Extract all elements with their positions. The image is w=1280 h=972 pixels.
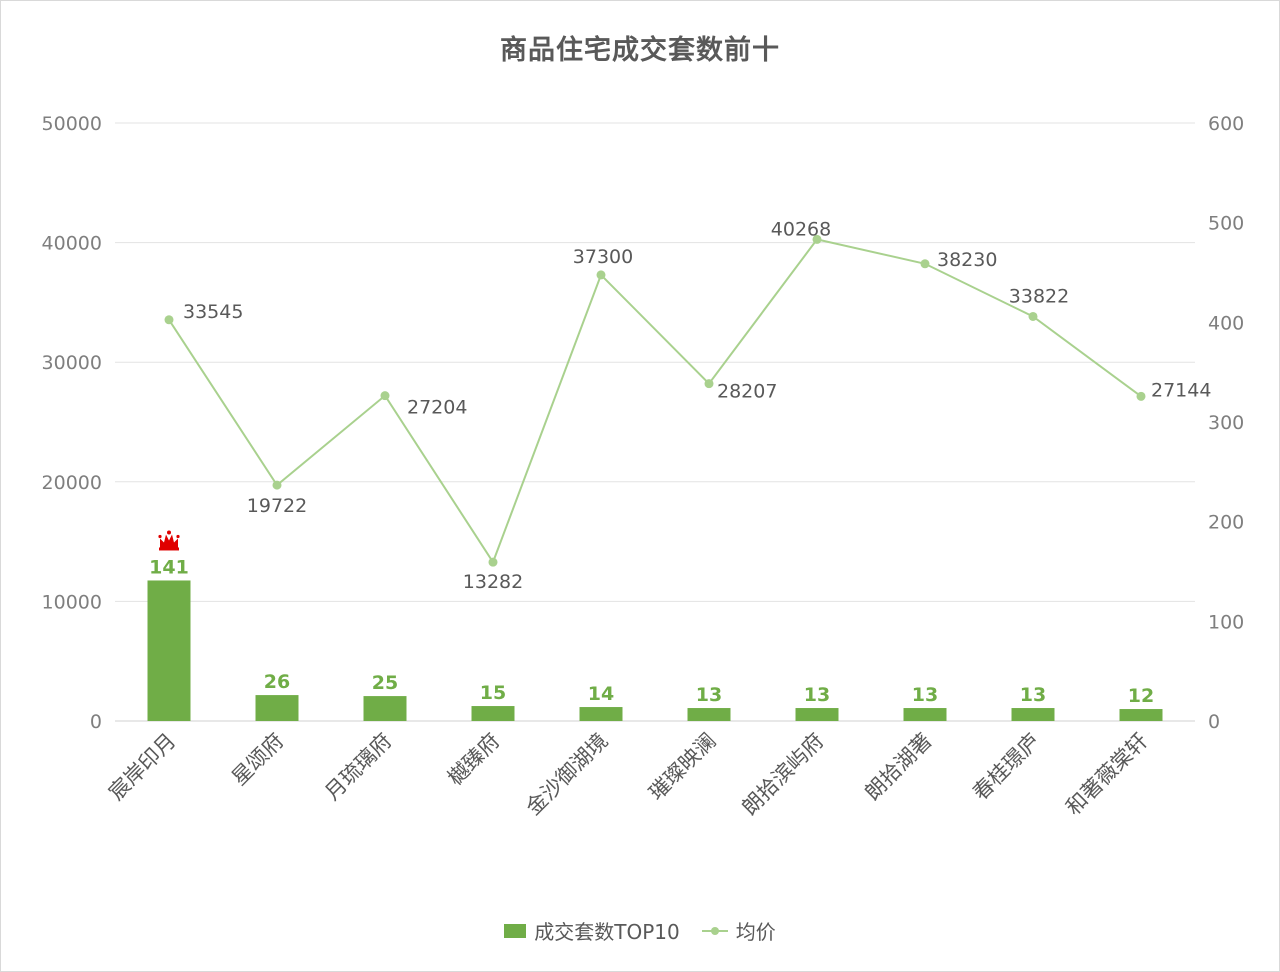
bar xyxy=(471,706,515,721)
legend: 成交套数TOP10 均价 xyxy=(0,916,1280,945)
price-point xyxy=(1136,391,1146,401)
price-point xyxy=(812,234,822,244)
x-category-label: 星颂府 xyxy=(227,729,289,791)
bar-data-label: 13 xyxy=(1020,684,1046,706)
crown-icon xyxy=(158,530,180,551)
bar-data-label: 15 xyxy=(480,682,506,704)
legend-line-swatch xyxy=(701,924,728,938)
bar-data-label: 12 xyxy=(1128,685,1154,707)
bar xyxy=(903,708,947,721)
legend-item-bar: 成交套数TOP10 xyxy=(504,916,680,945)
bar-data-label: 13 xyxy=(912,684,938,706)
price-line xyxy=(168,238,1142,565)
price-data-label: 33822 xyxy=(1009,285,1069,307)
price-data-label: 27204 xyxy=(407,397,467,419)
y-right-tick-label: 600 xyxy=(1208,113,1244,135)
bar xyxy=(1119,709,1163,721)
x-category-label: 朗拾滨屿府 xyxy=(737,729,828,820)
y-right-tick-label: 100 xyxy=(1208,611,1244,633)
legend-line-label: 均价 xyxy=(735,920,776,944)
bar-data-label: 14 xyxy=(588,683,614,705)
bar-data-label: 26 xyxy=(264,671,290,693)
legend-item-line: 均价 xyxy=(701,916,776,945)
y-right-tick-label: 300 xyxy=(1208,412,1244,434)
bar xyxy=(255,695,299,721)
price-point xyxy=(272,480,282,490)
price-data-label: 38230 xyxy=(937,249,997,271)
x-category-label: 月琉璃府 xyxy=(320,729,396,805)
y-right-tick-label: 400 xyxy=(1208,312,1244,334)
price-data-label: 33545 xyxy=(183,301,243,323)
y-left-tick-label: 10000 xyxy=(42,591,102,613)
y-left-tick-label: 40000 xyxy=(42,233,102,255)
x-category-label: 春桂璟庐 xyxy=(968,729,1044,805)
y-left-tick-label: 50000 xyxy=(42,113,102,135)
price-point xyxy=(596,270,606,280)
x-category-label: 朗拾湖著 xyxy=(860,729,936,805)
price-data-label: 40268 xyxy=(771,218,831,240)
x-category-label: 樾臻府 xyxy=(443,729,505,791)
x-category-label: 璀璨映澜 xyxy=(644,729,720,805)
x-category-label: 金沙御湖境 xyxy=(521,729,612,820)
bar xyxy=(795,708,839,721)
y-right-tick-label: 0 xyxy=(1208,711,1220,733)
bar-data-label: 141 xyxy=(149,556,189,578)
price-point xyxy=(704,379,714,389)
price-point xyxy=(920,259,930,269)
y-left-tick-label: 30000 xyxy=(42,352,102,374)
price-data-label: 28207 xyxy=(717,381,777,403)
bar xyxy=(1011,708,1055,721)
chart-title: 商品住宅成交套数前十 xyxy=(500,35,780,66)
price-data-label: 37300 xyxy=(573,246,633,268)
legend-bar-label: 成交套数TOP10 xyxy=(534,920,680,944)
legend-bar-swatch xyxy=(504,923,527,938)
bar-data-label: 13 xyxy=(696,684,722,706)
y-left-tick-label: 20000 xyxy=(42,472,102,494)
bar xyxy=(147,580,191,721)
price-point xyxy=(1028,311,1038,321)
bar-data-label: 25 xyxy=(372,672,398,694)
price-point xyxy=(488,557,498,567)
price-data-label: 27144 xyxy=(1151,379,1211,401)
price-point xyxy=(380,391,390,401)
price-data-label: 13282 xyxy=(463,571,523,593)
bar-data-label: 13 xyxy=(804,684,830,706)
x-category-label: 和著薇棠轩 xyxy=(1061,729,1152,820)
y-right-tick-label: 200 xyxy=(1208,512,1244,534)
bar xyxy=(579,707,623,721)
y-right-tick-label: 500 xyxy=(1208,213,1244,235)
price-point xyxy=(164,315,174,325)
y-left-tick-label: 0 xyxy=(90,711,102,733)
price-data-label: 19722 xyxy=(247,495,307,517)
bar xyxy=(363,696,407,721)
x-category-label: 宸岸印月 xyxy=(104,729,180,805)
bar xyxy=(687,708,731,721)
